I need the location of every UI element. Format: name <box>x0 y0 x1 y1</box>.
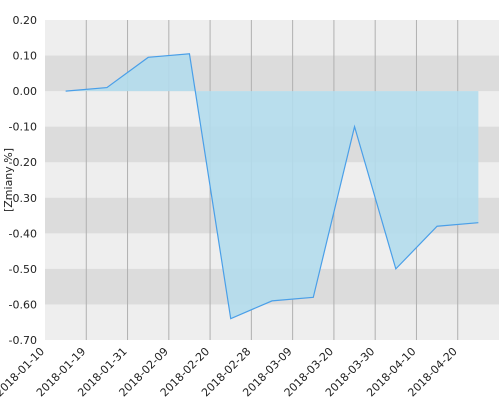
y-tick-label: -0.50 <box>9 263 37 276</box>
y-tick-label: -0.20 <box>9 156 37 169</box>
line <box>65 53 479 320</box>
y-tick-label: -0.60 <box>9 298 37 311</box>
y-tick-label: -0.10 <box>9 121 37 134</box>
y-tick-label: 0.20 <box>13 14 38 27</box>
y-tick-label: -0.70 <box>9 334 37 347</box>
area <box>65 53 479 319</box>
y-tick-label: 0.00 <box>13 85 38 98</box>
y-axis-label: [Zmiany %] <box>2 148 15 212</box>
y-tick-label: 0.10 <box>13 50 38 63</box>
y-tick-label: -0.30 <box>9 192 37 205</box>
y-tick-label: -0.40 <box>9 227 37 240</box>
